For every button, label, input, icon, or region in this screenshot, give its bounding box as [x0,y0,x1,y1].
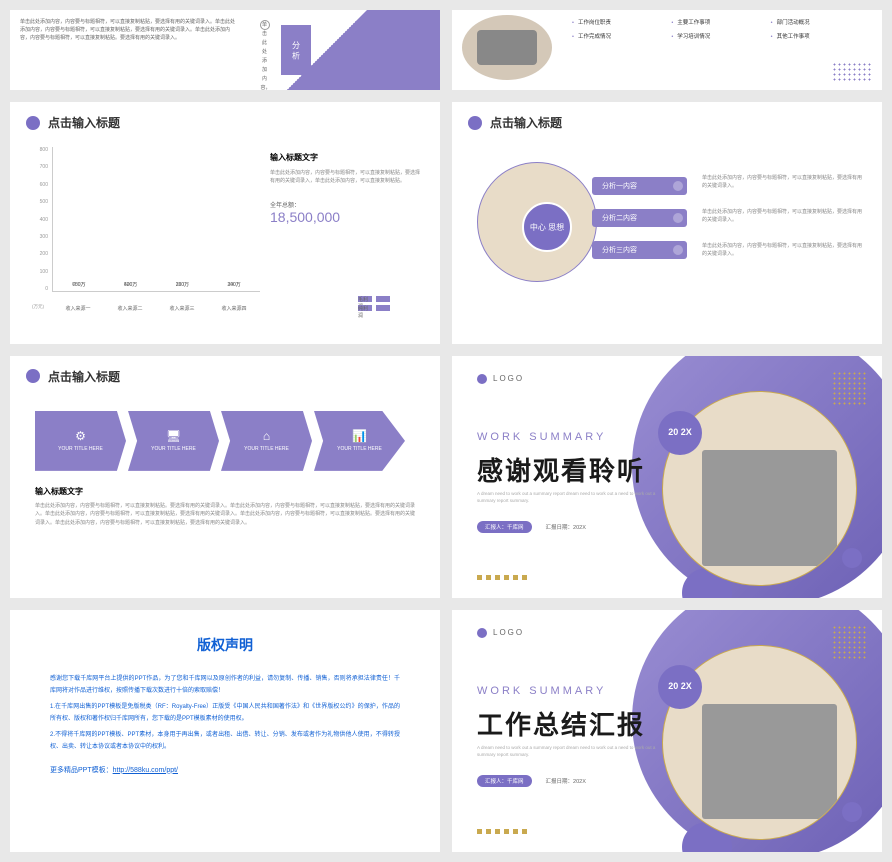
desc-text: 单击此处添加内容，内容要与标题相符，可以直接复制粘贴，要选择有用的关键词录入。 [702,174,862,190]
segment-label: YOUR TITLE HERE [58,446,103,452]
tag-presenter: 汇报人：千库网 [477,775,532,787]
below-body: 单击此处添加内容，内容要与标题相符，可以直接复制粘贴。要选择有用的关键词录入。单… [35,502,415,528]
slide-analysis: 点击输入标题 中心 思想 分析一内容分析二内容分析三内容 单击此处添加内容，内容… [452,102,882,344]
main-title: 感谢观看聆听 [477,451,645,488]
desc-text: 单击此处添加内容，内容要与标题相符，可以直接复制粘贴，要选择有用的关键词录入。 [702,242,862,258]
segment-icon: 📊 [352,429,367,443]
bullet-item: 工作岗位职责 [572,18,653,26]
copyright-para: 感谢您下载千库网平台上提供的PPT作品，为了您和千库网以及原创作者的利益，请勿复… [50,673,400,697]
segment-label: YOUR TITLE HERE [151,446,196,452]
main-title: 工作总结汇报 [477,705,645,742]
slide-title-cover: 20 2X LOGO WORK SUMMARY 工作总结汇报 A dream n… [452,610,882,852]
title-dot [26,369,40,383]
subtitle: A dream need to work out a summary repor… [477,491,657,505]
analysis-pill: 分析一内容 [592,177,687,195]
slide-title: 点击输入标题 [490,114,562,131]
laptop-image [462,15,552,80]
dot-decoration [832,371,867,406]
x-label: 收入来源四 [221,305,246,312]
bullet-item: 工作完成情况 [572,32,653,40]
tag-presenter: 汇报人：千库网 [477,521,532,533]
copyright-title: 版权声明 [50,635,400,655]
slide-partial-2: 工作岗位职责 主要工作事项 部门活动概况工作完成情况 学习培训情况 其他工作事项 [452,10,882,90]
logo-text: LOGO [493,628,524,637]
blob-decoration [842,802,862,822]
logo-dot [477,628,487,638]
title-dot [26,116,40,130]
slide-thanks: 20 2X LOGO WORK SUMMARY 感谢观看聆听 A dream n… [452,356,882,598]
arrow-segment: 🖥 YOUR TITLE HERE [128,411,219,471]
segment-icon: 🖥 [166,429,181,443]
dot-decoration [832,625,867,660]
logo-dot [477,374,487,384]
analysis-pill: 分析三内容 [592,241,687,259]
slide-chart: 点击输入标题 8007006005004003002001000 650万 70… [10,102,440,344]
copyright-para: 2.不得将千库网的PPT模板、PPT素材，本身用于再出售，或者出租、出借、转让、… [50,729,400,753]
center-label: 中心 思想 [522,202,572,252]
arrow-process: ⚙ YOUR TITLE HERE 🖥 YOUR TITLE HERE ⌂ YOUR TI… [35,411,405,471]
below-title: 输入标题文字 [35,486,415,497]
square-dots [477,829,527,834]
chart-legend: 毛利润 纯利润 [358,296,390,314]
dot-decoration [832,62,872,82]
segment-label: YOUR TITLE HERE [244,446,289,452]
arrow-segment: ⌂ YOUR TITLE HERE [221,411,312,471]
arrow-segment: ⚙ YOUR TITLE HERE [35,411,126,471]
bar-chart: 8007006005004003002001000 650万 700万 420万… [30,147,260,312]
bullet-item: 部门活动概况 [771,18,852,26]
slide-arrow: 点击输入标题 ⚙YOUR TITLE HERE🖥YOUR TITLE HERE⌂… [10,356,440,598]
logo-text: LOGO [493,374,524,383]
y-unit: (万元) [32,304,44,310]
year-badge: 20 2X [658,411,702,455]
slide-title: 点击输入标题 [48,368,120,385]
subtitle: A dream need to work out a summary repor… [477,745,657,759]
square-dots [477,575,527,580]
total-value: 18,500,000 [270,209,420,225]
right-body: 单击此处添加内容，内容要与标题相符，可以直接复制粘贴，要选择有用的关键词录入，单… [270,169,420,185]
eyebrow: WORK SUMMARY [477,685,606,697]
desc-text: 单击此处添加内容，内容要与标题相符，可以直接复制粘贴，要选择有用的关键词录入。 [702,208,862,224]
link-label: 更多精品PPT模板： [50,767,113,774]
tag-date: 汇报日期：202X [538,521,594,533]
tag-date: 汇报日期：202X [538,775,594,787]
segment-icon: ⌂ [263,429,270,443]
checklist: ✓单击此处添加内容，内容要与标题相符，可以直接复制粘贴。 ✓单击此处添加内容，内… [247,20,273,90]
segment-icon: ⚙ [75,429,86,443]
year-badge: 20 2X [658,665,702,709]
side-label: 分 析 [281,25,311,75]
blob-decoration [842,548,862,568]
arrow-segment: 📊 YOUR TITLE HERE [314,411,405,471]
copyright-para: 1.在千库网出售的PPT模板是免版税类（RF：Royalty-Free）正版受《… [50,701,400,725]
x-label: 收入来源一 [65,305,90,312]
slide-copyright: 版权声明 感谢您下载千库网平台上提供的PPT作品，为了您和千库网以及原创作者的利… [10,610,440,852]
bullet-list: 工作岗位职责 主要工作事项 部门活动概况工作完成情况 学习培训情况 其他工作事项 [572,18,852,40]
segment-label: YOUR TITLE HERE [337,446,382,452]
bullet-item: 学习培训情况 [671,32,752,40]
more-link[interactable]: http://588ku.com/ppt/ [113,767,178,774]
bullet-item: 其他工作事项 [771,32,852,40]
title-dot [468,116,482,130]
right-title: 输入标题文字 [270,152,420,163]
x-label: 收入来源二 [117,305,142,312]
total-label: 全年总额： [270,200,420,209]
analysis-pill: 分析二内容 [592,209,687,227]
body-text: 单击此处添加内容，内容要与标题相符，可以直接复制粘贴，要选择有用的关键词录入。单… [10,10,247,50]
bullet-item: 主要工作事项 [671,18,752,26]
x-label: 收入来源三 [169,305,194,312]
slide-partial-1: 单击此处添加内容，内容要与标题相符，可以直接复制粘贴，要选择有用的关键词录入。单… [10,10,440,90]
eyebrow: WORK SUMMARY [477,431,606,443]
slide-title: 点击输入标题 [48,114,120,131]
